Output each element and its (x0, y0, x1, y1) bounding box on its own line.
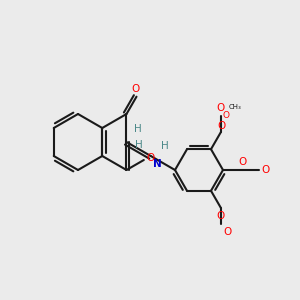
Text: CH₃: CH₃ (229, 104, 242, 110)
Text: O: O (217, 211, 225, 221)
Text: O: O (147, 153, 155, 163)
Text: H: H (135, 140, 143, 150)
Text: O: O (223, 227, 231, 237)
Text: H: H (161, 141, 169, 151)
Text: O: O (218, 121, 226, 131)
Text: O: O (217, 103, 225, 113)
Text: O: O (223, 111, 230, 120)
Text: N: N (153, 159, 161, 169)
Text: O: O (131, 84, 140, 94)
Text: O: O (261, 165, 269, 175)
Text: H: H (134, 124, 142, 134)
Text: O: O (239, 157, 247, 167)
